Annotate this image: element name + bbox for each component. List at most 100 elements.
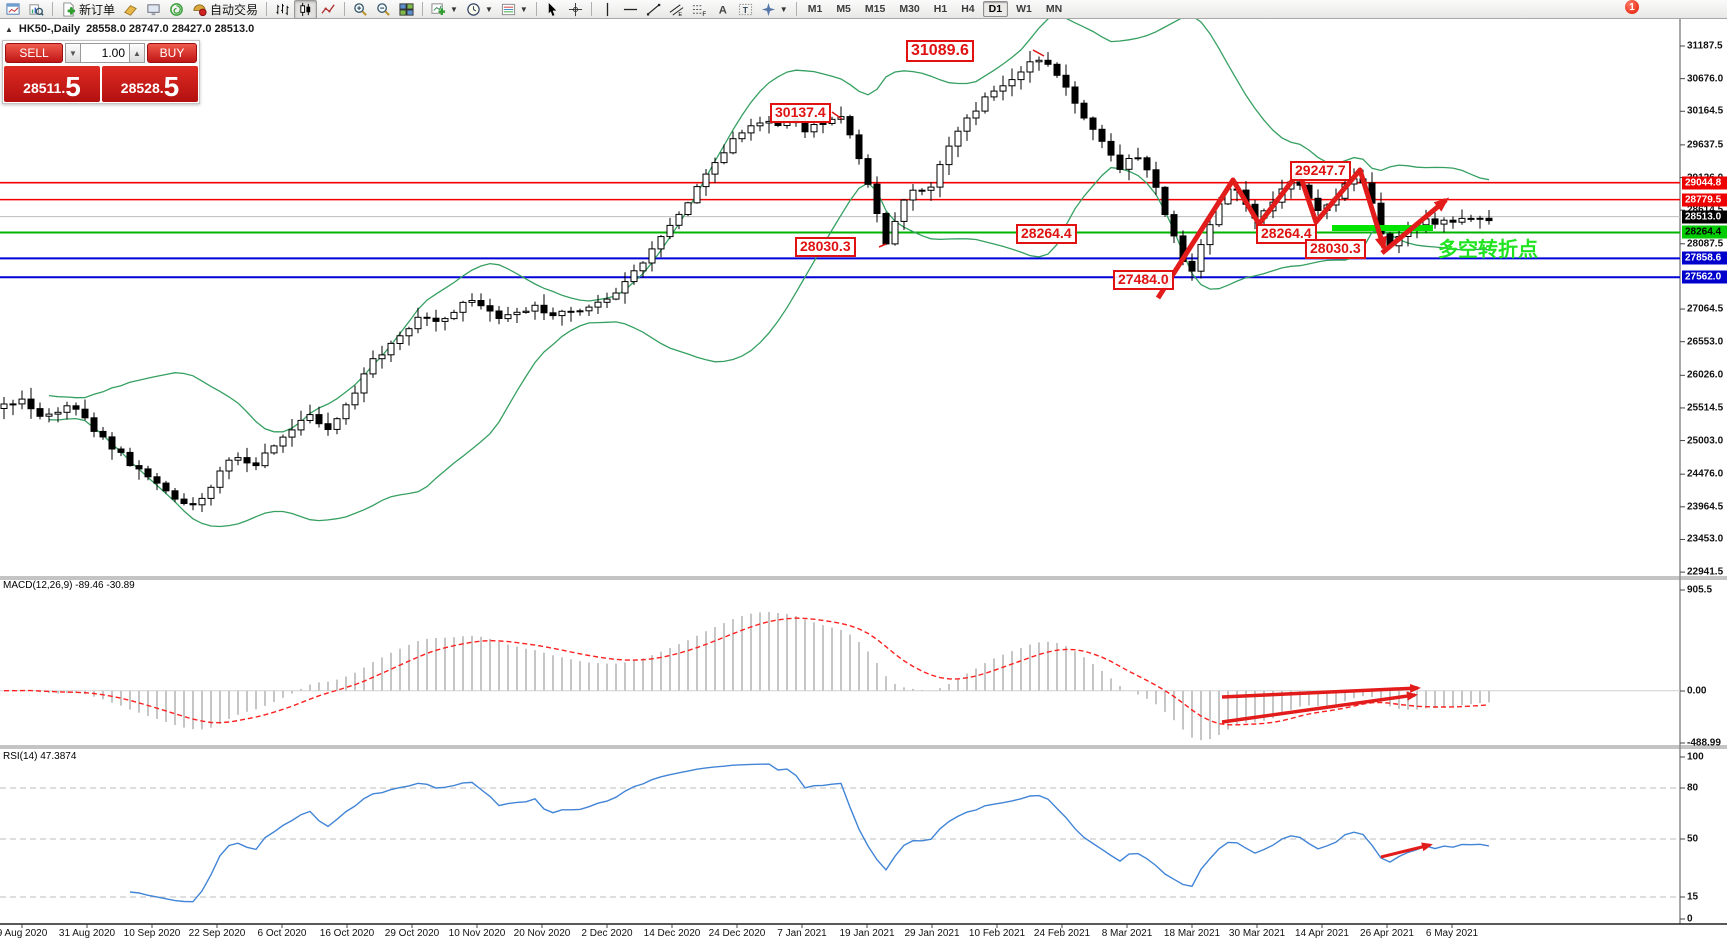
timeframe-m15[interactable]: M15 bbox=[864, 3, 886, 15]
terminal-icon bbox=[147, 3, 160, 15]
date-label: 20 Nov 2020 bbox=[513, 928, 571, 939]
price-tag: 28513.0 bbox=[1682, 210, 1727, 224]
zoom-in-button[interactable] bbox=[349, 0, 372, 19]
sell-button[interactable]: SELL bbox=[5, 43, 63, 63]
svg-text:T: T bbox=[742, 4, 748, 14]
price-tick-label: 23453.0 bbox=[1687, 533, 1724, 545]
tile-windows-button[interactable] bbox=[395, 0, 418, 19]
vertical-line-button[interactable] bbox=[596, 0, 619, 19]
template-icon bbox=[501, 3, 515, 15]
timeframe-h4[interactable]: H4 bbox=[961, 3, 975, 15]
indicator-tick-label: 100 bbox=[1687, 751, 1704, 763]
indicator-tick-label: 905.5 bbox=[1687, 584, 1713, 596]
buy-button[interactable]: BUY bbox=[147, 43, 197, 63]
profiles-button[interactable]: ▼ bbox=[462, 0, 497, 19]
price-annotation-box[interactable]: 27484.0 bbox=[1113, 270, 1174, 290]
line-chart-button[interactable] bbox=[317, 0, 340, 19]
eraser-icon bbox=[124, 4, 137, 16]
price-annotation-box[interactable]: 28030.3 bbox=[795, 237, 856, 257]
toolbar-separator bbox=[266, 2, 268, 16]
label-button[interactable]: T bbox=[734, 0, 757, 19]
sell-price-fraction: 5 bbox=[65, 71, 81, 102]
price-annotation-box[interactable]: 28030.3 bbox=[1305, 239, 1366, 259]
sell-price-display[interactable]: 28511. 5 bbox=[4, 66, 100, 102]
timeframe-w1[interactable]: W1 bbox=[1016, 3, 1032, 15]
price-tag: 27562.0 bbox=[1682, 270, 1727, 284]
cursor-button[interactable] bbox=[541, 0, 564, 19]
price-annotation-box[interactable]: 28264.4 bbox=[1016, 224, 1077, 244]
zoomout-icon bbox=[377, 2, 390, 16]
timeframe-d1[interactable]: D1 bbox=[982, 1, 1009, 17]
bar-chart-button[interactable] bbox=[271, 0, 294, 19]
cursor-icon bbox=[548, 2, 557, 16]
market-watch-button[interactable] bbox=[25, 0, 48, 19]
macd-indicator-label: MACD(12,26,9) -89.46 -30.89 bbox=[3, 580, 135, 591]
chart-window-button[interactable] bbox=[2, 0, 25, 19]
date-label: 30 Mar 2021 bbox=[1228, 928, 1286, 939]
date-label: 10 Nov 2020 bbox=[448, 928, 506, 939]
timeframe-mn[interactable]: MN bbox=[1045, 3, 1063, 15]
crosshair-button[interactable] bbox=[564, 0, 587, 19]
timeframe-h1[interactable]: H1 bbox=[933, 3, 948, 15]
chevron-down-icon[interactable]: ▼ bbox=[450, 4, 458, 14]
turning-point-annotation: 多空转折点 bbox=[1438, 239, 1538, 261]
new-order-button-label: 新订单 bbox=[79, 2, 116, 17]
mw-icon bbox=[29, 3, 44, 16]
buy-price-display[interactable]: 28528. 5 bbox=[102, 66, 198, 102]
price-annotation-box[interactable]: 29247.7 bbox=[1290, 161, 1351, 181]
chart-marker-icon: ▲ bbox=[5, 24, 13, 34]
arrows-button[interactable]: ▼ bbox=[757, 0, 792, 19]
date-label: 16 Oct 2020 bbox=[319, 928, 375, 939]
new-chart-button[interactable]: ▼ bbox=[427, 0, 462, 19]
timeframe-m30[interactable]: M30 bbox=[899, 3, 920, 15]
timeframe-m5[interactable]: M5 bbox=[836, 3, 851, 15]
svg-text:E: E bbox=[678, 12, 682, 17]
price-tick-label: 23964.5 bbox=[1687, 501, 1724, 513]
date-label: 18 Mar 2021 bbox=[1163, 928, 1221, 939]
new-order-button[interactable]: 新订单 bbox=[57, 0, 119, 19]
neworder-icon bbox=[63, 1, 76, 17]
chevron-down-icon[interactable]: ▼ bbox=[519, 4, 528, 14]
chevron-down-icon[interactable]: ▼ bbox=[779, 4, 788, 14]
volume-increase-button[interactable]: ▲ bbox=[129, 43, 145, 63]
price-annotation-box[interactable]: 31089.6 bbox=[906, 40, 974, 62]
price-tick-label: 29637.5 bbox=[1687, 139, 1724, 151]
fibonacci-button[interactable]: F bbox=[688, 0, 711, 19]
price-annotation-box[interactable]: 30137.4 bbox=[770, 103, 831, 123]
vline-icon bbox=[606, 2, 608, 16]
date-label: 10 Feb 2021 bbox=[968, 928, 1026, 939]
indicator-tick-label: 80 bbox=[1687, 782, 1699, 794]
candlestick-button[interactable] bbox=[294, 0, 318, 19]
channel-button[interactable]: E bbox=[665, 0, 688, 19]
community-button[interactable] bbox=[165, 0, 188, 19]
price-tag: 29044.8 bbox=[1682, 176, 1727, 190]
clock-icon bbox=[467, 2, 480, 16]
autotrading-button-label: 自动交易 bbox=[210, 2, 259, 17]
price-tick-label: 25514.5 bbox=[1687, 402, 1724, 414]
date-label: 2 Dec 2020 bbox=[581, 928, 633, 939]
horizontal-line-button[interactable] bbox=[619, 0, 642, 19]
terminal-button[interactable] bbox=[142, 0, 165, 19]
text-button[interactable]: A bbox=[711, 0, 734, 19]
textA-icon: A bbox=[719, 4, 727, 16]
notification-badge[interactable]: 1 bbox=[1625, 0, 1639, 14]
templates-button[interactable]: ▼ bbox=[497, 0, 532, 19]
date-label: 14 Dec 2020 bbox=[643, 928, 701, 939]
zoomin-icon bbox=[354, 2, 367, 16]
date-label: 14 Apr 2021 bbox=[1295, 928, 1349, 939]
date-label: 8 Mar 2021 bbox=[1101, 928, 1153, 939]
chevron-down-icon[interactable]: ▼ bbox=[484, 4, 493, 14]
sell-price-main: 28511. bbox=[23, 80, 66, 96]
autotrading-button[interactable]: 自动交易 bbox=[188, 0, 262, 19]
date-label: 31 Aug 2020 bbox=[58, 928, 116, 939]
eraser-button[interactable] bbox=[119, 0, 142, 19]
volume-decrease-button[interactable]: ▼ bbox=[65, 43, 81, 63]
price-tag: 28264.4 bbox=[1682, 225, 1727, 239]
trendline-button[interactable] bbox=[642, 0, 665, 19]
volume-input[interactable]: 1.00 bbox=[81, 43, 129, 63]
zoom-out-button[interactable] bbox=[372, 0, 395, 19]
date-label: 29 Oct 2020 bbox=[384, 928, 440, 939]
timeframe-m1[interactable]: M1 bbox=[807, 3, 823, 15]
